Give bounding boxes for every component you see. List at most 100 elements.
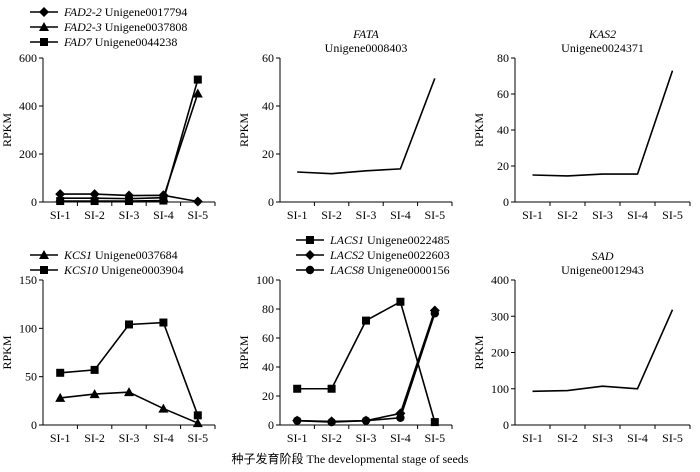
data-point-lacs8: [361, 416, 371, 425]
legend-unigene: Unigene0022603: [367, 248, 450, 262]
data-point-lacs1: [327, 384, 336, 393]
y-tick-label: 200: [19, 147, 37, 161]
legend-marker-lacs1: [306, 236, 314, 244]
y-tick-label: 400: [19, 99, 37, 113]
y-tick-label: 0: [503, 195, 509, 209]
series-line-kcs1: [60, 391, 199, 424]
data-point-lacs8: [293, 416, 302, 425]
chart-fata: 0 20 40 60 SI-1 SI-2 SI-3 SI-4 SI-5 RPKM FATAUnige…: [237, 27, 453, 222]
series-line-lacs8: [297, 313, 436, 423]
y-axis-label: RPKM: [0, 335, 14, 369]
x-tick-label: SI-2: [84, 431, 105, 445]
x-tick-label: SI-4: [390, 208, 411, 222]
y-tick-label: 80: [262, 302, 274, 316]
legend-gene: LACS1: [329, 233, 364, 247]
legend-marker-kcs1: [39, 250, 49, 259]
x-tick-label: SI-2: [557, 208, 578, 222]
legend-unigene: Unigene0037808: [105, 20, 188, 34]
y-tick-label: 20: [262, 389, 274, 403]
series-line-sad: [532, 309, 674, 393]
data-point-lacs1: [362, 316, 370, 325]
y-tick-label: 0: [31, 418, 37, 432]
x-tick-label: SI-3: [119, 431, 140, 445]
data-point-fad7: [159, 196, 168, 205]
series-line-fad2-3: [60, 93, 199, 200]
legend-entry: KCS1 Unigene0037684: [63, 248, 178, 262]
y-tick-label: 100: [19, 321, 37, 335]
chart-kcs: 0 50 100 150 SI-1 SI-2 SI-3 SI-4 SI-5 RPKM KCS1 Un…: [0, 248, 216, 445]
y-tick-label: 40: [497, 123, 509, 137]
series-line-kcs10: [60, 321, 199, 416]
legend-marker-kcs10: [40, 266, 48, 274]
x-tick-label: SI-5: [187, 431, 208, 445]
data-point-fad7: [90, 197, 99, 206]
chart-subtitle: Unigene0012943: [561, 263, 644, 277]
y-tick-label: 20: [497, 159, 509, 173]
y-tick-label: 100: [491, 382, 509, 396]
x-tick-label: SI-3: [592, 431, 613, 445]
legend-unigene: Unigene0044238: [95, 35, 178, 49]
legend-gene: FAD7: [63, 35, 93, 49]
legend-unigene: Unigene0022485: [367, 233, 450, 247]
x-tick-label: SI-3: [356, 431, 377, 445]
x-tick-label: SI-1: [522, 208, 543, 222]
y-tick-label: 0: [503, 418, 509, 432]
x-tick-label: SI-1: [50, 431, 71, 445]
series-line-lacs2: [297, 310, 436, 423]
legend-marker-lacs8: [305, 265, 315, 275]
chart-sad: 0 100 200 300 400 SI-1 SI-2 SI-3 SI-4 SI-5 RPKM SAD…: [472, 249, 691, 445]
legend-unigene: Unigene0000156: [367, 263, 450, 277]
chart-kas2: 0 20 40 60 80 SI-1 SI-2 SI-3 SI-4 SI-5 RPKM KAS2Uni…: [472, 27, 691, 222]
x-tick-label: SI-4: [627, 208, 648, 222]
data-point-kcs10: [193, 411, 202, 420]
chart-lacs: 0 20 40 60 80 100 SI-1 SI-2 SI-3 SI-4 SI-5 RPKM LACS…: [237, 233, 453, 445]
y-axis-label: RPKM: [0, 113, 14, 147]
legend-entry: LACS1 Unigene0022485: [329, 233, 450, 247]
legend-gene: FAD2-3: [63, 20, 102, 34]
data-point-kcs10: [125, 320, 133, 329]
legend-marker-fad2-3: [39, 22, 49, 31]
y-tick-label: 40: [262, 360, 274, 374]
y-axis-label: RPKM: [472, 335, 486, 369]
x-tick-label: SI-5: [662, 208, 683, 222]
y-tick-label: 50: [25, 370, 37, 384]
y-tick-label: 400: [491, 273, 509, 287]
x-tick-label: SI-4: [153, 431, 174, 445]
data-point-kcs1: [158, 403, 169, 413]
y-axis-label: RPKM: [237, 335, 251, 369]
x-tick-label: SI-1: [287, 208, 308, 222]
x-tick-label: SI-4: [153, 208, 174, 222]
x-tick-label: SI-4: [627, 431, 648, 445]
data-point-fad2-2: [192, 196, 203, 207]
data-point-lacs1: [430, 418, 439, 427]
data-point-fad7: [193, 75, 202, 84]
x-tick-label: SI-2: [321, 431, 342, 445]
y-tick-label: 80: [497, 51, 509, 65]
chart-title: SAD: [592, 249, 614, 263]
legend-marker-fad7: [40, 38, 48, 46]
y-tick-label: 0: [268, 418, 274, 432]
x-tick-label: SI-2: [557, 431, 578, 445]
y-tick-label: 60: [497, 87, 509, 101]
x-tick-label: SI-3: [356, 208, 377, 222]
data-point-fad7: [125, 197, 133, 206]
series-line-fata: [297, 78, 436, 175]
legend-entry: KCS10 Unigene0003904: [63, 263, 184, 277]
legend-gene: LACS2: [329, 248, 364, 262]
data-point-kcs1: [124, 387, 134, 397]
legend-gene: LACS8: [329, 263, 364, 277]
y-tick-label: 60: [262, 51, 274, 65]
y-tick-label: 600: [19, 51, 37, 65]
x-tick-label: SI-4: [390, 431, 411, 445]
data-point-fad2-3: [192, 88, 203, 98]
y-tick-label: 200: [491, 346, 509, 360]
legend-gene: KCS10: [63, 263, 98, 277]
y-tick-label: 40: [262, 99, 274, 113]
data-point-lacs1: [293, 384, 302, 393]
x-tick-label: SI-1: [50, 208, 71, 222]
x-tick-label: SI-5: [187, 208, 208, 222]
data-point-fad7: [56, 197, 65, 206]
x-tick-label: SI-5: [662, 431, 683, 445]
y-tick-label: 300: [491, 309, 509, 323]
chart-fad: 0 200 400 600 SI-1 SI-2 SI-3 SI-4 SI-5 RPKM FAD2-2…: [0, 5, 216, 222]
